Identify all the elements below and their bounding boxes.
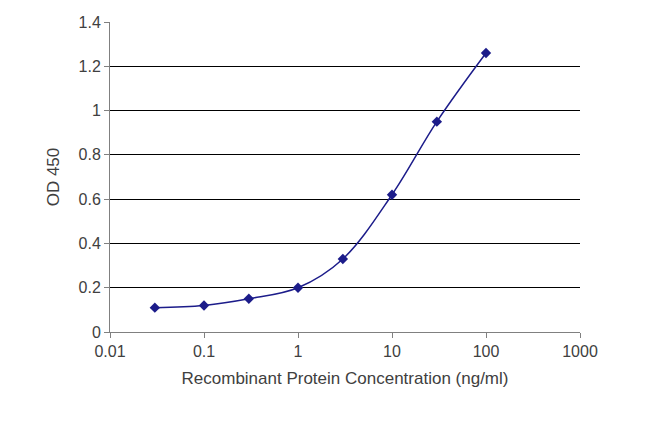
- svg-text:OD 450: OD 450: [44, 148, 63, 207]
- svg-text:100: 100: [473, 343, 500, 360]
- svg-text:0.01: 0.01: [94, 343, 125, 360]
- svg-text:1: 1: [294, 343, 303, 360]
- svg-text:0: 0: [92, 324, 101, 341]
- svg-text:0.6: 0.6: [79, 191, 101, 208]
- svg-text:0.8: 0.8: [79, 146, 101, 163]
- svg-text:1000: 1000: [562, 343, 598, 360]
- svg-text:1.4: 1.4: [79, 14, 101, 31]
- svg-text:1: 1: [92, 102, 101, 119]
- svg-text:0.2: 0.2: [79, 279, 101, 296]
- svg-text:0.4: 0.4: [79, 235, 101, 252]
- svg-text:10: 10: [383, 343, 401, 360]
- svg-text:1.2: 1.2: [79, 58, 101, 75]
- svg-text:Recombinant Protein Concentrat: Recombinant Protein Concentration (ng/ml…: [182, 369, 509, 388]
- svg-text:0.1: 0.1: [193, 343, 215, 360]
